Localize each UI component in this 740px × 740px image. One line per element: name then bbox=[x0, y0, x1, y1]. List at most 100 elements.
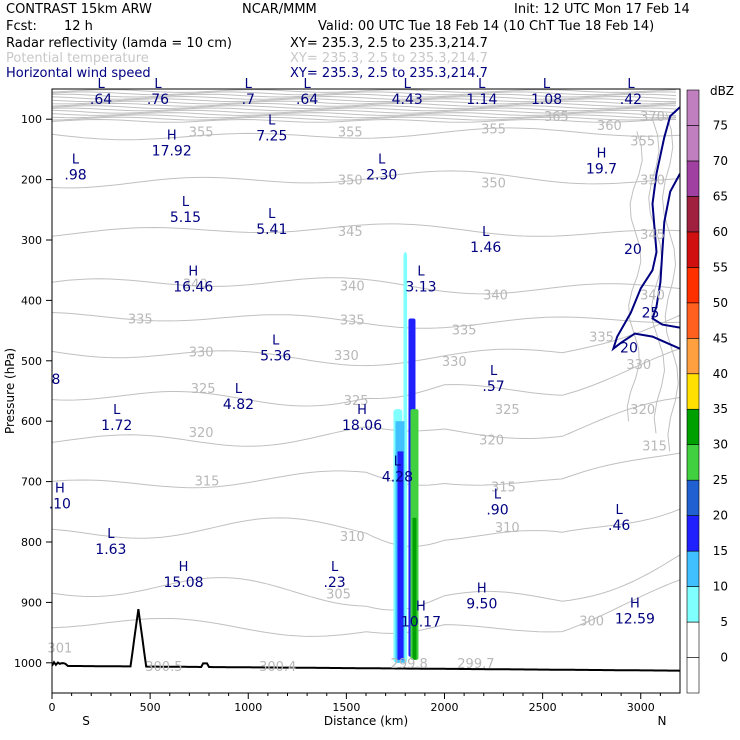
extremum-type: L bbox=[97, 77, 105, 92]
theta-contour-top bbox=[52, 98, 677, 103]
theta-contour-top bbox=[52, 100, 677, 105]
theta-contour-steep bbox=[648, 119, 666, 434]
extremum-value: .7 bbox=[242, 92, 255, 108]
extremum-value: .76 bbox=[147, 92, 169, 108]
field-reflectivity-xy: XY= 235.3, 2.5 to 235.3,214.7 bbox=[290, 36, 488, 51]
colorbar-bin bbox=[686, 479, 700, 516]
extremum-value: .46 bbox=[608, 518, 630, 534]
y-tick-label: 1000 bbox=[14, 657, 42, 670]
wind-label: 25 bbox=[642, 305, 660, 321]
theta-label: 335 bbox=[340, 314, 365, 329]
x-tick-label: 3000 bbox=[627, 701, 655, 714]
theta-label: 299.7 bbox=[457, 657, 494, 672]
extremum-value: 5.15 bbox=[170, 210, 201, 226]
theta-label: 365 bbox=[544, 110, 569, 125]
extremum-value: 4.28 bbox=[382, 470, 413, 486]
extremum-value: 15.08 bbox=[163, 575, 203, 591]
theta-contour-top bbox=[52, 93, 677, 98]
extremum-value: 5.36 bbox=[260, 349, 291, 365]
extremum-value: .98 bbox=[64, 168, 86, 184]
colorbar-label: 10 bbox=[713, 580, 728, 594]
theta-contour bbox=[52, 127, 680, 141]
extremum-value: 4.82 bbox=[223, 397, 254, 413]
theta-label: 355 bbox=[338, 125, 363, 140]
colorbar-bin bbox=[686, 586, 700, 623]
axes: 100 200 300 400 500 600 700 800 900 1000 0 500 1000 1… bbox=[3, 88, 681, 728]
theta-label: 330 bbox=[334, 349, 359, 364]
terrain-line bbox=[52, 608, 680, 672]
extremum-type: H bbox=[55, 482, 65, 497]
extremum-type: L bbox=[245, 77, 253, 92]
colorbar-label: 75 bbox=[713, 118, 728, 132]
colorbar-bin bbox=[686, 89, 700, 126]
theta-label: 340 bbox=[640, 288, 665, 303]
colorbar-bin bbox=[686, 444, 700, 481]
colorbar-bin bbox=[686, 657, 700, 694]
theta-contour-top bbox=[52, 105, 676, 110]
wind-contour bbox=[611, 106, 680, 352]
theta-label: 350 bbox=[481, 177, 506, 192]
theta-contour bbox=[52, 314, 680, 367]
colorbar-bin bbox=[686, 515, 700, 552]
extremum-value: .64 bbox=[296, 92, 318, 108]
theta-label: 305 bbox=[326, 587, 351, 602]
side-label: 8 bbox=[51, 372, 60, 388]
terrain-surface bbox=[52, 608, 680, 672]
extremum-value: 3.13 bbox=[405, 279, 436, 295]
colorbar-label: 5 bbox=[720, 615, 728, 629]
extremum-value: .42 bbox=[620, 92, 642, 108]
theta-label: 315 bbox=[491, 480, 516, 495]
field-theta-name: Potential temperature bbox=[6, 51, 149, 66]
colorbar-bin bbox=[686, 337, 700, 375]
theta-contour-steep bbox=[626, 131, 643, 422]
theta-label: 330 bbox=[626, 358, 651, 373]
colorbar-bin bbox=[686, 621, 700, 658]
field-wind-xy: XY= 235.3, 2.5 to 235.3,214.7 bbox=[290, 66, 488, 81]
extremum-type: L bbox=[404, 77, 412, 92]
theta-label: 350 bbox=[338, 174, 363, 189]
extremum-value: 5.41 bbox=[256, 222, 287, 238]
extremum-value: 1.46 bbox=[470, 240, 501, 256]
colorbar-label: 35 bbox=[713, 402, 728, 416]
extremum-type: L bbox=[417, 264, 425, 279]
theta-label: 310 bbox=[495, 521, 520, 536]
forecast-label: Fcst: bbox=[6, 19, 37, 34]
extremum-value: 9.50 bbox=[466, 596, 497, 612]
theta-label: 315 bbox=[195, 474, 220, 489]
extremum-type: L bbox=[304, 77, 312, 92]
theta-label: 340 bbox=[183, 277, 208, 292]
theta-contour-top bbox=[52, 114, 677, 119]
colorbar-bin bbox=[686, 267, 700, 304]
extremum-type: L bbox=[235, 382, 243, 397]
colorbar-unit: dBZ bbox=[710, 84, 734, 98]
x-tick-label: 500 bbox=[140, 701, 161, 714]
extremum-value: 7.25 bbox=[256, 128, 287, 144]
extremum-type: H bbox=[416, 599, 426, 614]
theta-contour-top bbox=[52, 102, 677, 107]
theta-contour bbox=[52, 579, 680, 637]
colorbar-label: 45 bbox=[713, 331, 728, 345]
theta-label: 320 bbox=[189, 426, 214, 441]
extremum-value: .64 bbox=[90, 92, 112, 108]
theta-contour bbox=[52, 397, 680, 447]
extremum-value: 16.46 bbox=[173, 279, 213, 295]
theta-label: 330 bbox=[189, 346, 214, 361]
extremum-type: L bbox=[113, 403, 121, 418]
x-tick-label: 1500 bbox=[332, 701, 360, 714]
x-end-label-north: N bbox=[658, 714, 667, 728]
extremum-type: L bbox=[268, 113, 276, 128]
extremum-value: 1.63 bbox=[95, 542, 126, 558]
wind-contour bbox=[651, 173, 680, 329]
theta-contour-top bbox=[52, 112, 677, 116]
extremum-type: H bbox=[188, 264, 198, 279]
colorbar-label: 70 bbox=[713, 154, 728, 168]
theta-label: 320 bbox=[630, 403, 655, 418]
theta-contour-top bbox=[52, 118, 677, 123]
theta-contour-top bbox=[52, 109, 677, 114]
colorbar-label: 65 bbox=[713, 189, 728, 203]
extremum-value: 1.14 bbox=[466, 92, 497, 108]
theta-label: 325 bbox=[344, 394, 369, 409]
colorbar-bin bbox=[686, 160, 700, 197]
colorbar-bin bbox=[686, 408, 700, 446]
extremum-type: L bbox=[543, 77, 551, 92]
